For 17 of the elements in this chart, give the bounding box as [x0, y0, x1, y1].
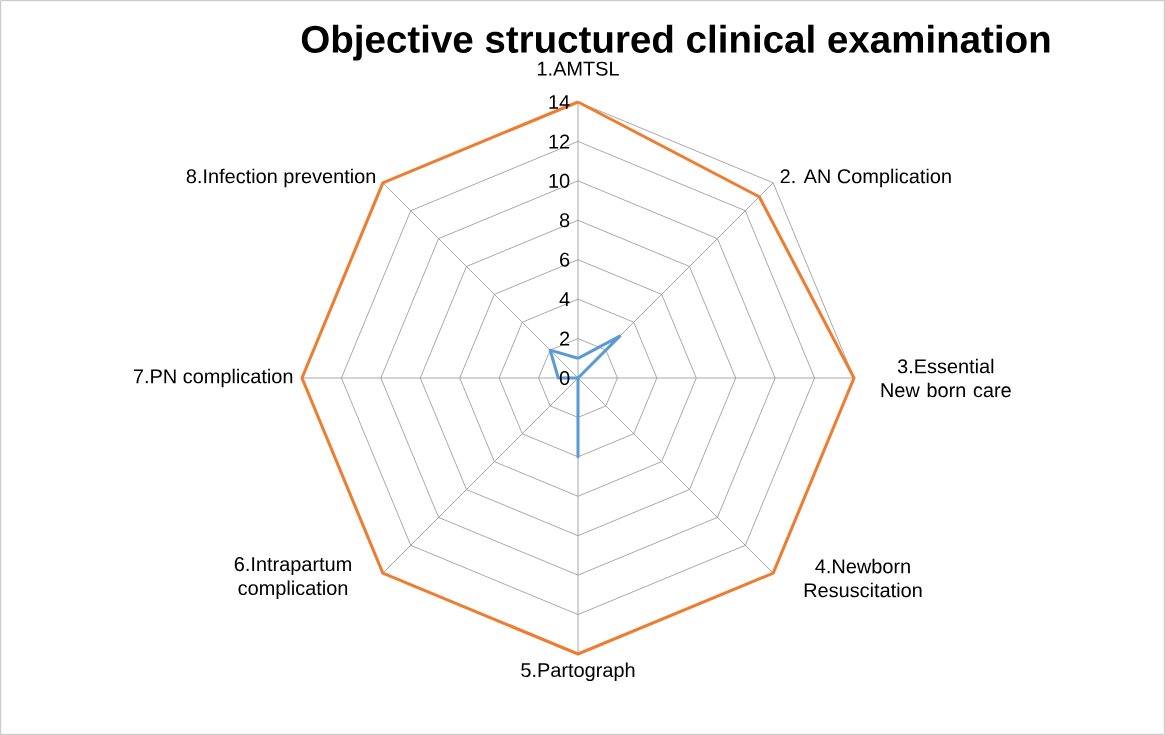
spoke-label: 6.Intrapartum complication [234, 557, 351, 600]
y-tick-label: 8 [559, 213, 570, 228]
y-tick-label: 14 [549, 95, 570, 109]
chart-title: Objective structured clinical examination [301, 24, 1050, 61]
spoke-label: 1.AMTSL [538, 61, 619, 76]
spoke-label: 4.Newborn Resuscitation [804, 558, 922, 598]
spoke-label: 8.Infection prevention [186, 168, 376, 188]
spoke-label: 5.Partograph [521, 662, 635, 682]
y-tick-label: 0 [559, 370, 570, 386]
spoke-label: 3.Essential New born care [881, 358, 1011, 398]
y-tick-label: 6 [560, 252, 570, 267]
spoke-label: 2. AN Complication [780, 168, 951, 188]
y-tick-label: 4 [559, 292, 570, 306]
y-tick-label: 10 [549, 173, 570, 188]
y-tick-label: 2 [560, 331, 570, 346]
y-tick-label: 12 [549, 134, 570, 149]
spoke-label: 7.PN complication [133, 368, 293, 388]
